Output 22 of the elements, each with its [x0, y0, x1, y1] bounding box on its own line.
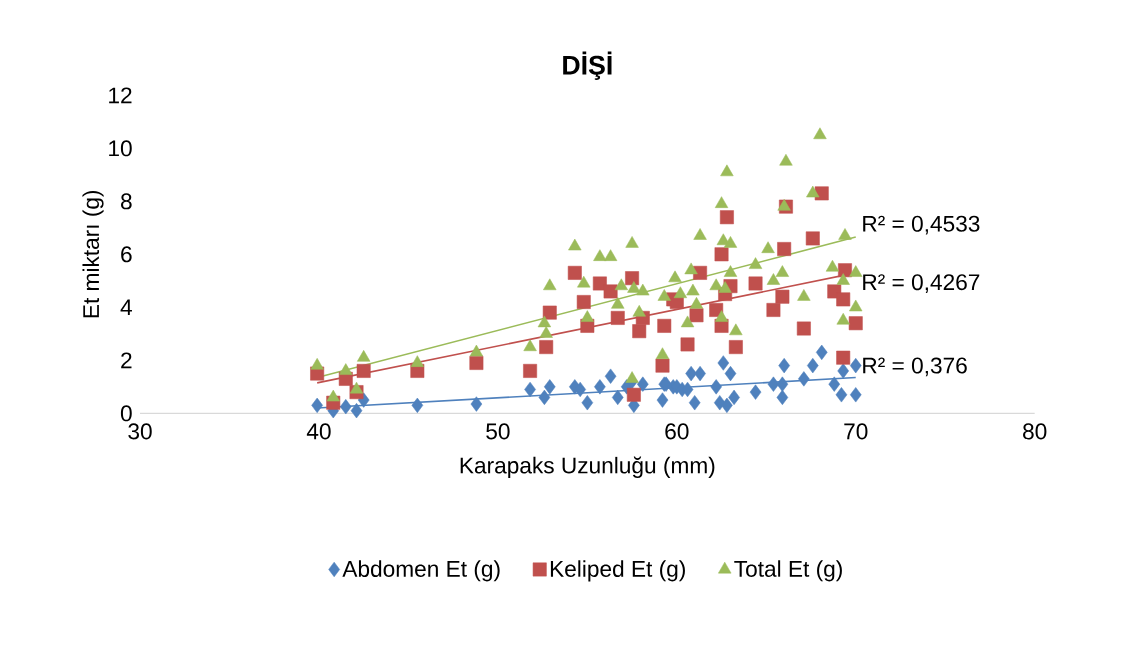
- x-axis-title: Karapaks Uzunluğu (mm): [460, 456, 715, 478]
- y-tick-label: 10: [109, 140, 132, 157]
- x-tick-label: 50: [486, 423, 510, 440]
- x-tick-label: 70: [844, 423, 868, 440]
- y-tick-label: 4: [120, 299, 132, 316]
- legend-label: Abdomen Et (g): [342, 560, 500, 582]
- legend-label: Keliped Et (g): [550, 560, 685, 582]
- x-tick-label: 40: [306, 423, 331, 440]
- x-tick-label: 80: [1023, 423, 1047, 440]
- y-tick-label: 8: [121, 193, 132, 210]
- annotation: R² = 0,4267: [863, 274, 980, 293]
- y-tick-label: 12: [109, 87, 132, 104]
- annotation: R² = 0,376: [863, 357, 967, 377]
- y-axis-title: Et miktarı (g): [82, 190, 104, 318]
- x-tick-label: 60: [665, 423, 689, 440]
- y-tick-label: 6: [121, 246, 132, 263]
- chart-title: DİŞİ: [563, 51, 612, 80]
- x-tick-label: 30: [128, 423, 152, 440]
- legend-label: Total Et (g): [734, 560, 842, 582]
- annotation: R² = 0,4533: [863, 215, 980, 235]
- y-tick-label: 0: [120, 405, 132, 422]
- y-tick-label: 2: [121, 352, 132, 369]
